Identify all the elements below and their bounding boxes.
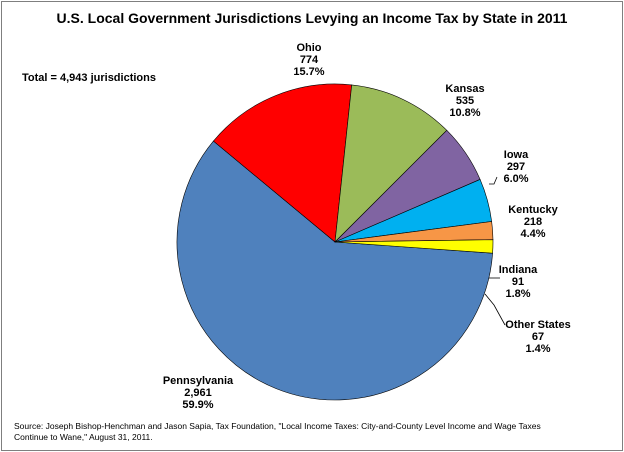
data-label-indiana: Indiana 91 1.8% — [499, 264, 538, 300]
data-label-ohio: Ohio 774 15.7% — [293, 42, 324, 78]
data-label-pennsylvania: Pennsylvania 2,961 59.9% — [163, 375, 234, 411]
source-note: Source: Joseph Bishop-Henchman and Jason… — [14, 421, 541, 442]
data-label-other-states: Other States 67 1.4% — [505, 319, 570, 355]
slice-other-states — [334, 239, 494, 254]
data-label-iowa: Iowa 297 6.0% — [503, 149, 529, 185]
total-annotation: Total = 4,943 jurisdictions — [22, 72, 156, 84]
leader-line-other-states — [484, 293, 506, 326]
data-label-kansas: Kansas 535 10.8% — [445, 83, 484, 119]
leader-line-iowa — [489, 176, 498, 185]
data-label-kentucky: Kentucky 218 4.4% — [508, 204, 558, 240]
slice-pennsylvania — [176, 140, 493, 401]
slice-ohio — [213, 83, 353, 243]
chart-title: U.S. Local Government Jurisdictions Levy… — [56, 10, 568, 26]
slice-kansas — [334, 84, 448, 243]
